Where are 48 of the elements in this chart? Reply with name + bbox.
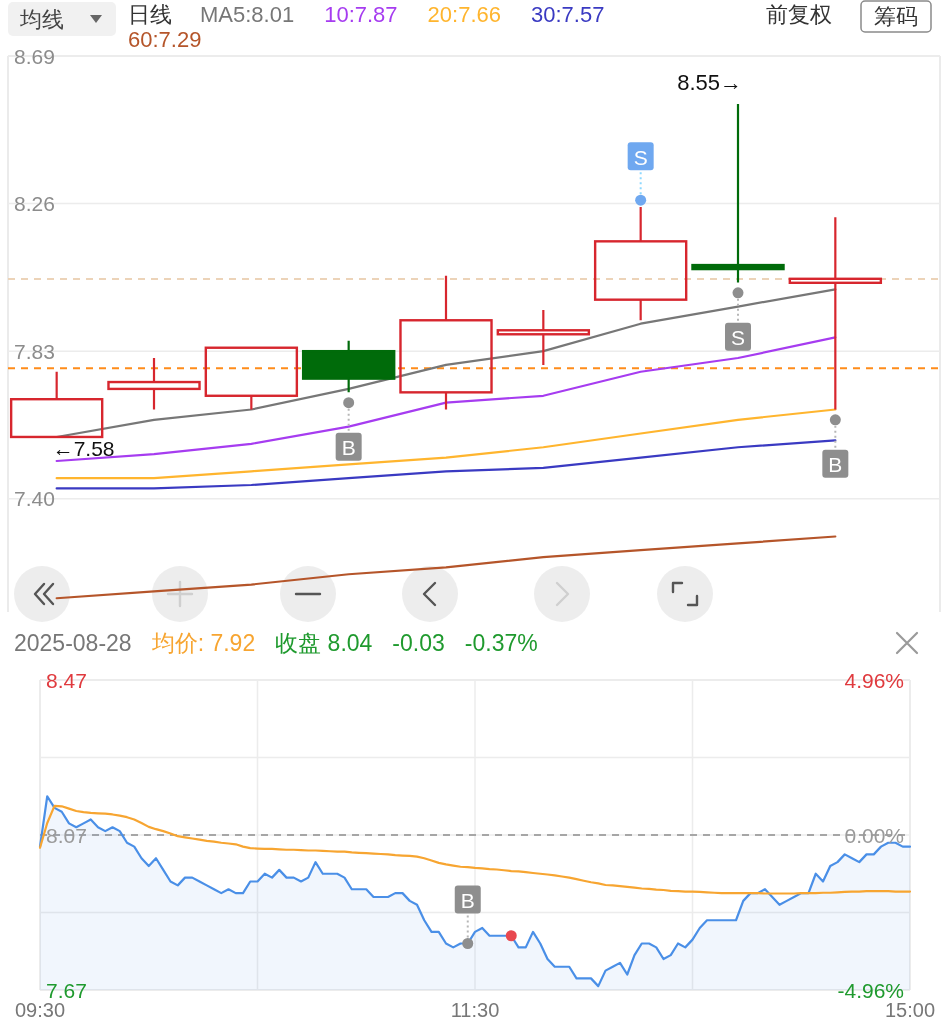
point <box>732 287 744 299</box>
y-tick-label: 7.83 <box>14 339 55 363</box>
y-tick-label: 8.47 <box>46 668 87 692</box>
line-series <box>55 535 837 600</box>
candlestick <box>301 339 396 394</box>
y-tick-label: 8.26 <box>14 192 55 216</box>
line-series <box>38 804 912 895</box>
y2-tick-label: 0.00% <box>844 823 904 847</box>
point <box>635 194 647 206</box>
series-label: S <box>730 326 746 350</box>
x-tick-label: 09:30 <box>14 999 66 1021</box>
y-tick-label: 7.67 <box>46 978 87 1002</box>
series-label: B <box>460 889 475 912</box>
text: 60:7.29 <box>128 26 202 52</box>
text: 20:7.66 <box>427 1 501 27</box>
candlestick <box>593 205 688 322</box>
text: 收盘 8.04 <box>275 630 373 656</box>
text: 30:7.57 <box>530 1 605 27</box>
text: -0.03 <box>392 630 445 656</box>
y2-tick-label: 4.96% <box>844 668 904 692</box>
candlestick <box>9 370 104 439</box>
annotation: 8.55→ <box>677 69 742 95</box>
x-tick-label: 15:00 <box>884 999 936 1021</box>
outlined-button: 筹码 <box>860 0 932 33</box>
candlestick <box>496 308 591 366</box>
candlestick <box>107 356 201 411</box>
text: MA5:8.01 <box>200 1 295 27</box>
dropdown-button: 均线 <box>8 2 116 36</box>
candlestick <box>691 102 785 284</box>
text: 前复权 <box>766 1 832 27</box>
series-label: S <box>633 145 648 169</box>
y-tick-label: 8.07 <box>46 823 87 847</box>
point <box>829 414 841 426</box>
text: 均价: 7.92 <box>150 630 256 656</box>
chart-title: 2025-08-28 <box>14 630 132 656</box>
text: B <box>828 453 843 477</box>
y-tick-label: 8.69 <box>14 44 55 68</box>
chart-title: 日线 <box>128 1 172 27</box>
annotation: ←7.58 <box>52 437 115 461</box>
point <box>343 397 355 409</box>
candlestick <box>788 216 883 411</box>
series-label: B <box>341 436 356 460</box>
x-tick-label: 11:30 <box>450 999 500 1021</box>
text: -0.37% <box>464 630 538 656</box>
y-tick-label: 7.40 <box>14 487 55 511</box>
candlestick <box>399 274 493 411</box>
text: 10:7.87 <box>324 1 398 27</box>
y2-tick-label: -4.96% <box>837 978 904 1002</box>
